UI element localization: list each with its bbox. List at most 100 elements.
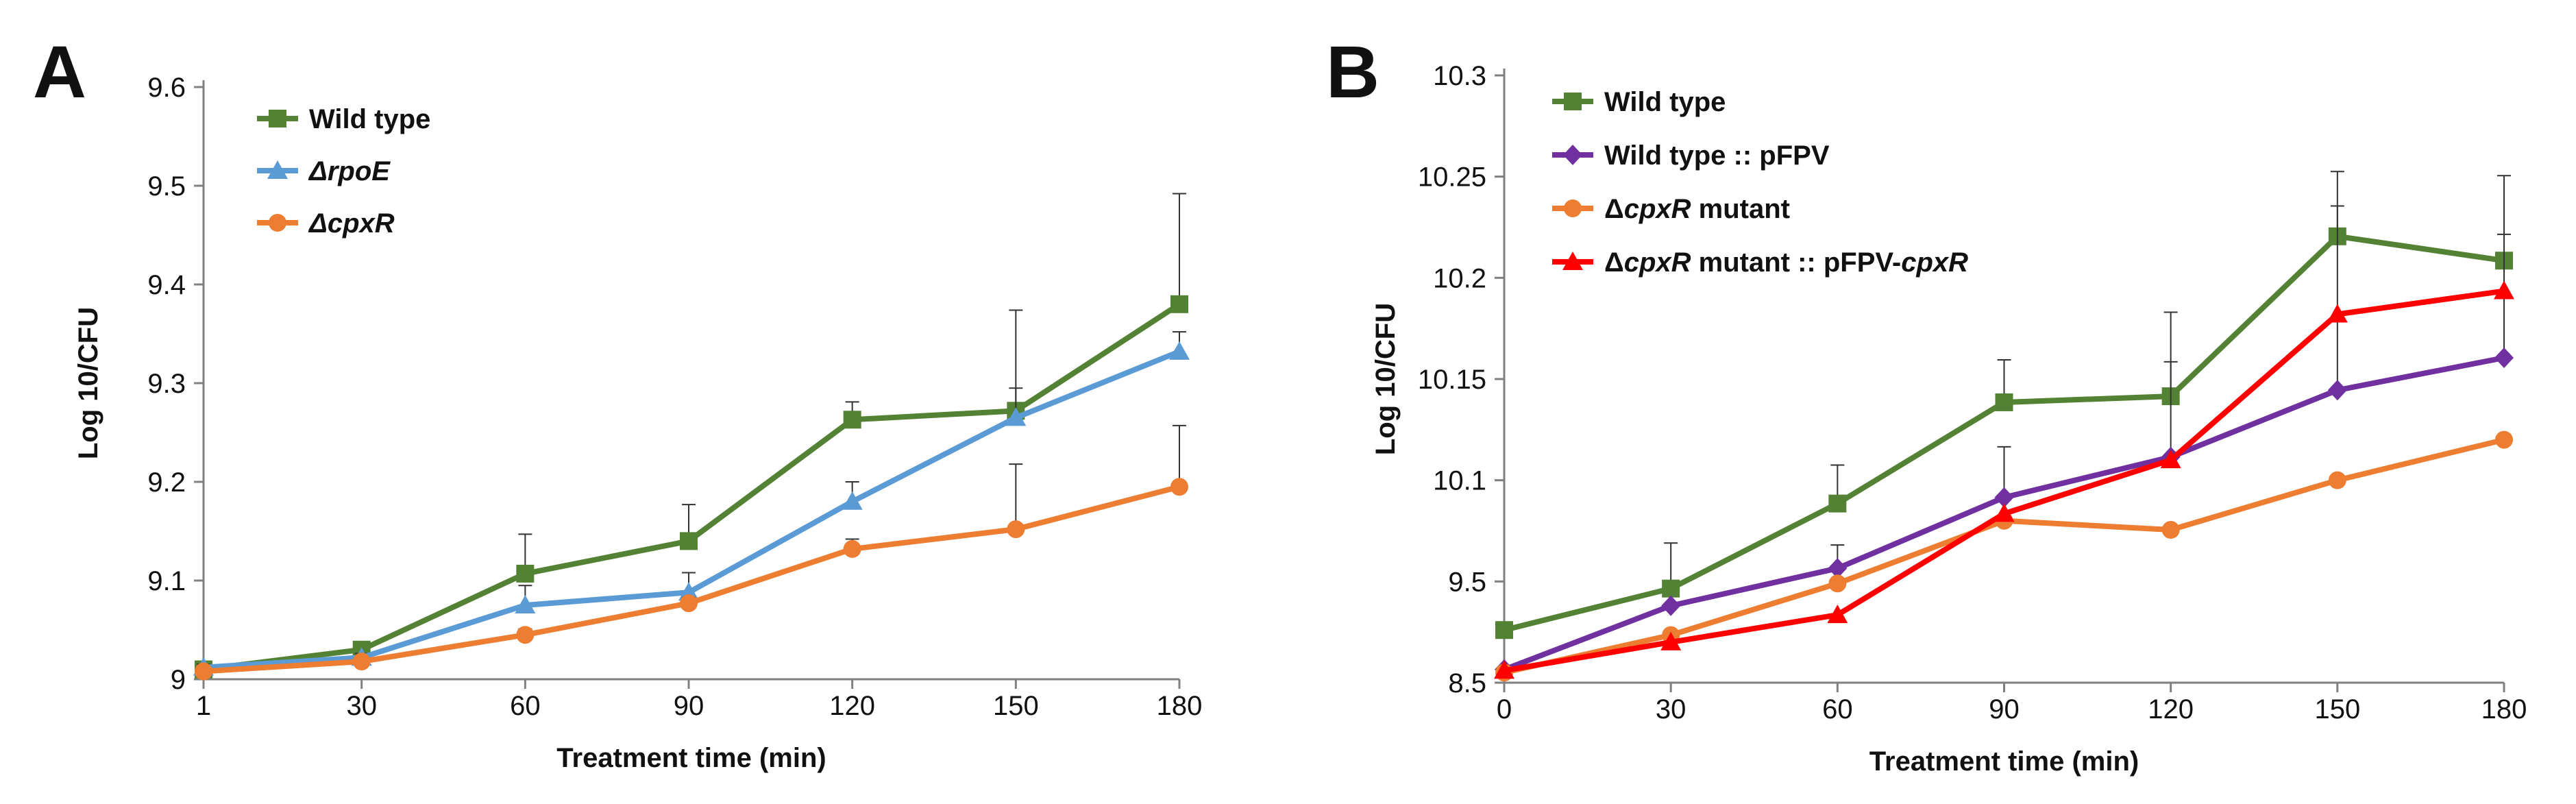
legend-label-part: cpxR xyxy=(1624,194,1691,224)
x-tick-label: 1 xyxy=(196,691,211,721)
panel-letter-a: A xyxy=(33,30,86,113)
legend-label-part: mutant :: pFPV- xyxy=(1691,247,1902,278)
y-axis-title: Log 10/CFU xyxy=(1371,303,1401,455)
y-tick-label: 10.25 xyxy=(1418,162,1486,193)
data-point xyxy=(1828,574,1847,593)
y-tick-label: 9.5 xyxy=(1448,567,1486,597)
y-tick-label: 9.6 xyxy=(147,73,186,103)
x-tick-label: 60 xyxy=(510,691,541,721)
legend-label-part: cpxR xyxy=(328,208,395,239)
data-point xyxy=(1661,595,1681,616)
legend-label-part: Δ xyxy=(1604,194,1624,224)
data-point xyxy=(1005,407,1027,426)
data-point xyxy=(1170,295,1188,313)
data-point xyxy=(1662,579,1680,598)
data-point xyxy=(515,595,536,613)
y-tick-label: 9.5 xyxy=(147,171,186,202)
legend-marker xyxy=(269,214,286,232)
legend-label-part: Δ xyxy=(308,156,328,186)
data-point xyxy=(1495,621,1513,639)
data-point xyxy=(1994,503,2015,522)
legend-label: Wild type xyxy=(309,104,430,134)
series-wild-type xyxy=(1495,171,2513,639)
y-tick-label: 9.3 xyxy=(147,369,186,399)
data-point xyxy=(843,411,861,429)
legend-label: ΔrpoE xyxy=(308,156,391,186)
x-tick-label: 150 xyxy=(993,691,1039,721)
data-point xyxy=(1007,520,1025,539)
data-point xyxy=(2161,521,2180,539)
legend-marker xyxy=(1564,199,1582,217)
series-rpoe xyxy=(193,331,1190,676)
legend-marker xyxy=(1562,252,1583,270)
legend-label-part: cpxR xyxy=(1624,247,1691,278)
data-point xyxy=(195,662,212,681)
y-tick-label: 10.1 xyxy=(1433,466,1486,496)
axes: 9 9.1 9.2 9.3 9.4 9.5 9.6 1 30 60 90 120 150 180 xyxy=(147,73,1202,721)
data-point xyxy=(1170,478,1188,496)
legend-marker xyxy=(1563,145,1582,165)
y-tick-label: 10.2 xyxy=(1433,263,1486,293)
data-point xyxy=(1169,341,1190,360)
x-tick-label: 120 xyxy=(829,691,875,721)
legend-marker xyxy=(267,160,288,179)
y-tick-label: 9.4 xyxy=(147,270,186,300)
series-line xyxy=(203,302,1181,672)
x-tick-label: 90 xyxy=(674,691,704,721)
x-tick-label: 90 xyxy=(1989,694,2020,724)
legend-item-wild-type-pfpv: Wild type :: pFPV xyxy=(1552,141,1830,171)
data-point xyxy=(352,653,371,671)
x-tick-label: 0 xyxy=(1497,694,1512,724)
data-point xyxy=(1828,494,1847,513)
data-point xyxy=(2327,380,2347,401)
legend-label-part: mutant xyxy=(1691,194,1790,224)
legend-item-cpxr-mutant: ΔcpxR mutant xyxy=(1552,194,1790,224)
y-tick-label: 10.15 xyxy=(1418,365,1486,395)
data-point xyxy=(2494,280,2514,300)
legend-label: Wild type :: pFPV xyxy=(1604,141,1830,171)
data-point xyxy=(2160,450,2181,469)
data-point xyxy=(516,626,535,644)
data-point xyxy=(2495,430,2513,449)
chart-a: 9 9.1 9.2 9.3 9.4 9.5 9.6 1 30 60 90 120 150 180 Treat… xyxy=(73,73,1202,773)
legend-marker xyxy=(269,110,286,127)
data-point xyxy=(1494,660,1514,679)
legend-item-cpxr: ΔcpxR xyxy=(257,208,395,239)
data-point xyxy=(680,532,698,550)
series-cpxr xyxy=(195,424,1188,681)
data-point xyxy=(1660,631,1682,650)
y-tick-label: 10.3 xyxy=(1433,61,1486,91)
data-point xyxy=(680,594,698,613)
axes: 8.5 9.5 10.1 10.15 10.2 10.25 10.3 0 30 60 90 120 15… xyxy=(1418,61,2527,724)
x-tick-label: 120 xyxy=(2148,694,2194,724)
data-point xyxy=(843,539,861,558)
x-tick-label: 30 xyxy=(1656,694,1686,724)
legend-marker xyxy=(1564,93,1582,110)
data-point xyxy=(516,564,535,583)
data-point xyxy=(1828,558,1848,579)
x-axis-title: Treatment time (min) xyxy=(556,743,826,773)
data-point xyxy=(2327,304,2348,323)
legend-label: ΔcpxR mutant :: pFPV-cpxR xyxy=(1604,247,1968,278)
legend-label-part: Wild type xyxy=(1604,87,1726,117)
legend-label: ΔcpxR mutant xyxy=(1604,194,1790,224)
data-point xyxy=(842,491,863,510)
legend-item-wild-type: Wild type xyxy=(1552,87,1726,117)
legend-item-cpxr-mutant-pfpv-cpxr: ΔcpxR mutant :: pFPV-cpxR xyxy=(1552,247,1968,278)
legend-item-rpoe: ΔrpoE xyxy=(257,156,391,186)
data-point xyxy=(1994,487,2014,508)
y-axis-title: Log 10/CFU xyxy=(73,307,103,459)
data-point xyxy=(1827,605,1848,624)
legend-label-part: rpoE xyxy=(328,156,391,186)
x-tick-label: 150 xyxy=(2314,694,2360,724)
y-tick-label: 8.5 xyxy=(1448,668,1486,698)
y-tick-label: 9.1 xyxy=(147,566,186,596)
panel-letter-b: B xyxy=(1326,30,1379,113)
series-cpxr-mutant-pfpv-cpxr xyxy=(1494,280,2514,679)
x-tick-label: 180 xyxy=(2481,694,2527,724)
data-point xyxy=(2494,347,2514,368)
x-tick-label: 180 xyxy=(1157,691,1203,721)
